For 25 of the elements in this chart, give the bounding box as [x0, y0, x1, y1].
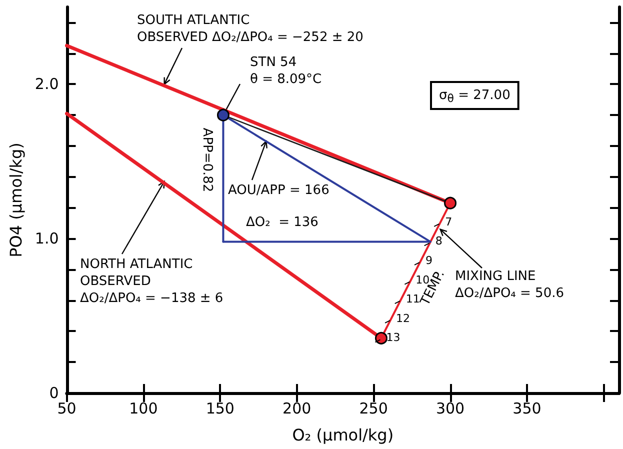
y-tick-label: 1.0	[34, 230, 59, 248]
x-tick-label: 350	[512, 400, 542, 418]
x-tick-label: 200	[282, 400, 312, 418]
y-axis-title: PO4 (μmol/kg)	[6, 142, 26, 258]
y-tick-label: 2.0	[34, 75, 59, 94]
annotation: 8	[435, 234, 442, 248]
x-tick-label: 250	[359, 400, 388, 418]
x-tick-label: 300	[436, 400, 465, 418]
x-tick-label: 50	[57, 400, 76, 418]
y-tick-label: 0	[49, 384, 59, 402]
annotation: 11	[406, 292, 420, 306]
annotation: 13	[386, 331, 400, 344]
annotation: 9	[426, 254, 432, 267]
annotation: AOU/APP = 166	[228, 183, 330, 198]
x-tick-label: 100	[129, 400, 158, 418]
annotation: ΔO₂ = 136	[246, 215, 318, 230]
annotation: 7	[445, 215, 452, 228]
annotation: 12	[396, 312, 410, 325]
annotation: NORTH ATLANTIC OBSERVED ΔO₂/ΔPO₄ = −138 ± 6	[80, 257, 224, 306]
annotation: STN 54 θ = 8.09°C	[250, 55, 322, 87]
annotation: MIXING LINE ΔO₂/ΔPO₄ = 50.6	[455, 269, 564, 301]
annotation: SOUTH ATLANTIC OBSERVED ΔO₂/ΔPO₄ = −252 ± 20	[137, 13, 364, 45]
annotation: APP=0.82	[200, 128, 214, 192]
x-axis-title: O₂ (μmol/kg)	[292, 426, 394, 444]
x-tick-label: 150	[206, 400, 234, 418]
